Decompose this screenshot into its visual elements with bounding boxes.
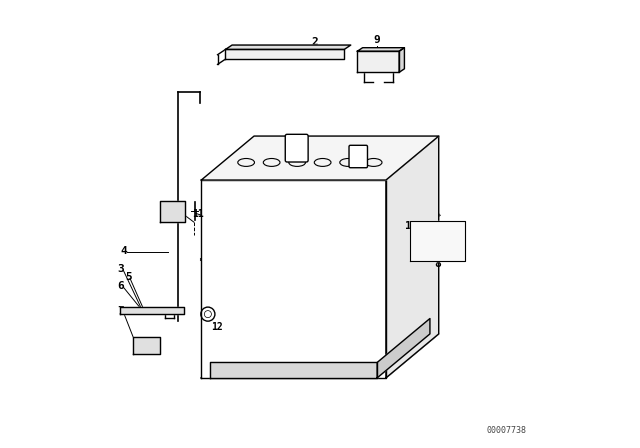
Text: 1: 1 bbox=[405, 221, 412, 231]
Polygon shape bbox=[377, 319, 430, 378]
Text: 10: 10 bbox=[165, 208, 177, 218]
Text: 00007738: 00007738 bbox=[486, 426, 527, 435]
FancyBboxPatch shape bbox=[285, 134, 308, 162]
Text: 12: 12 bbox=[211, 322, 223, 332]
Polygon shape bbox=[133, 337, 161, 354]
Text: 6: 6 bbox=[117, 281, 124, 291]
Polygon shape bbox=[357, 51, 399, 72]
Text: 2: 2 bbox=[311, 37, 318, 47]
Polygon shape bbox=[399, 47, 404, 72]
Text: 5: 5 bbox=[125, 272, 132, 282]
Polygon shape bbox=[202, 180, 386, 378]
Polygon shape bbox=[357, 47, 404, 51]
Text: 8: 8 bbox=[435, 258, 441, 269]
Polygon shape bbox=[386, 136, 438, 378]
Text: 3: 3 bbox=[117, 264, 124, 274]
Text: 9: 9 bbox=[374, 35, 380, 45]
FancyBboxPatch shape bbox=[349, 145, 367, 168]
Polygon shape bbox=[210, 362, 377, 378]
Polygon shape bbox=[225, 49, 344, 59]
Polygon shape bbox=[120, 307, 184, 314]
Text: 7: 7 bbox=[117, 306, 124, 316]
Polygon shape bbox=[410, 221, 465, 261]
Polygon shape bbox=[159, 201, 185, 222]
Polygon shape bbox=[202, 334, 438, 378]
Text: 11: 11 bbox=[193, 209, 204, 219]
Polygon shape bbox=[202, 136, 438, 180]
Text: 4: 4 bbox=[120, 246, 127, 256]
Polygon shape bbox=[225, 45, 351, 49]
